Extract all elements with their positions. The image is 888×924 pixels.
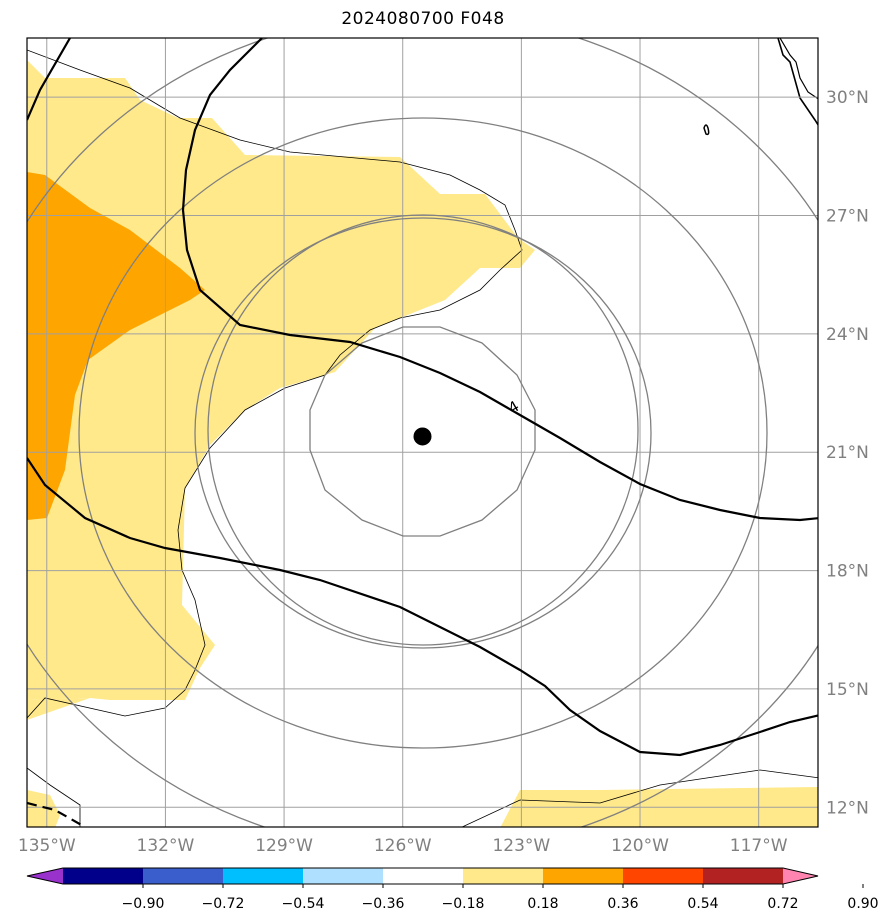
colorbar-segment [303,868,384,884]
coastline-inner [779,38,818,100]
colorbar-tick-label: −0.18 [442,896,485,912]
colorbar-tick-label: 0.54 [687,896,718,912]
colorbar-segment [623,868,704,884]
shaded-region-light-lowwest [27,698,90,720]
colorbar-segment [383,868,464,884]
colorbar-segment [543,868,624,884]
colorbar-extend-low [27,868,63,884]
thick-contour-dashed [27,801,86,827]
colorbar-segment [143,868,224,884]
colorbar [26,867,819,885]
colorbar-tick-label: −0.36 [362,896,405,912]
colorbar-tick-label: −0.90 [122,896,165,912]
map-area: 4 [27,38,818,827]
colorbar-outline [26,867,819,885]
colorbar-segment [463,868,544,884]
colorbar-tick-label: 0.72 [767,896,798,912]
longitude-labels: 135°W 132°W 129°W 126°W 123°W 120°W 117°W [18,836,788,856]
colorbar-tick-label: 0.90 [847,896,878,912]
latitude-label: 18°N [826,562,869,582]
colorbar-tick-label: 0.18 [527,896,558,912]
shaded-region-orange [27,172,205,520]
longitude-label: 129°W [255,836,313,856]
range-rings [27,38,818,827]
longitude-label: 117°W [730,836,788,856]
colorbar-tick-label: 0.36 [607,896,638,912]
longitude-label: 132°W [137,836,195,856]
thick-contour-1 [27,38,71,121]
latitude-label: 12°N [826,798,869,818]
thin-contour-southeast [461,769,818,827]
thick-contours [27,38,818,827]
latitude-labels: 30°N 27°N 24°N 21°N 18°N 15°N 12°N [826,88,869,818]
latitude-label: 21°N [826,443,869,463]
thin-contour-north [27,49,523,719]
longitude-label: 126°W [374,836,432,856]
range-ring-3 [194,217,652,649]
longitude-label: 120°W [611,836,669,856]
thin-contour-southwest [27,767,81,827]
thick-contour-3 [27,457,818,757]
plot-title: 2024080700 F048 [341,9,505,29]
latitude-label: 27°N [826,207,869,227]
map-frame [26,37,819,828]
longitude-label: 123°W [492,836,550,856]
colorbar-tick-label: −0.54 [282,896,325,912]
colorbar-segment [703,868,784,884]
storm-center-marker [413,427,432,446]
colorbar-tick-label: −0.72 [202,896,245,912]
colorbar-segment [223,868,304,884]
colorbar-segment [63,868,144,884]
longitude-label: 135°W [18,836,76,856]
gridlines [27,38,818,827]
colorbar-extend-high [783,868,818,884]
range-ring-2 [207,214,639,646]
colorbar-labels: −0.90 −0.72 −0.54 −0.36 −0.18 0.18 0.36 0.54 0.7… [122,884,879,912]
small-contour-island [703,124,710,136]
latitude-label: 24°N [826,325,869,345]
coastline [777,38,818,127]
shaded-region-light-southwest [27,790,60,827]
range-ring-1 [309,326,536,537]
latitude-label: 30°N [826,88,869,108]
shaded-region-light-west [27,60,535,700]
thick-contour-2 [181,38,818,522]
range-ring-4 [78,117,768,749]
latitude-label: 15°N [826,680,869,700]
